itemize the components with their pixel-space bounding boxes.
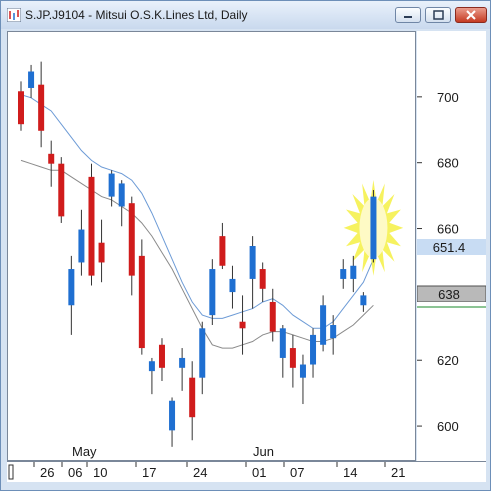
candle-body[interactable]	[118, 183, 125, 207]
candle-body[interactable]	[148, 361, 155, 372]
candle-body[interactable]	[209, 269, 216, 316]
x-tick-label: 17	[142, 465, 156, 480]
x-tick-label: 06	[68, 465, 82, 480]
price-axis-scale: 700680660640620600 651.4 638	[416, 90, 487, 434]
candle-body[interactable]	[38, 84, 45, 131]
candle-body[interactable]	[350, 265, 357, 279]
candle-body[interactable]	[28, 71, 35, 88]
candle-body[interactable]	[259, 269, 266, 289]
scroll-handle[interactable]	[8, 464, 14, 480]
minimize-icon	[404, 16, 412, 18]
candle-body[interactable]	[169, 400, 176, 431]
x-tick-label: 01	[252, 465, 266, 480]
last-price-label: 638	[438, 287, 460, 302]
candle-body[interactable]	[370, 196, 377, 260]
date-axis-scale: 26 06 10 17 24 01 07 14 21	[8, 462, 405, 480]
candle-body[interactable]	[249, 246, 256, 279]
candle-body[interactable]	[289, 348, 296, 368]
y-tick-label: 600	[437, 419, 459, 434]
candle-body[interactable]	[299, 364, 306, 378]
candle-body[interactable]	[18, 91, 24, 125]
x-tick-label: 21	[391, 465, 405, 480]
y-tick-label: 700	[437, 90, 459, 105]
candle-body[interactable]	[239, 321, 246, 329]
x-tick-label: 14	[343, 465, 357, 480]
fast-moving-average	[20, 94, 374, 329]
candle-body[interactable]	[138, 255, 145, 349]
candle-body[interactable]	[179, 357, 186, 368]
window-title: S.JP.J9104 - Mitsui O.S.K.Lines Ltd, Dai…	[25, 8, 248, 22]
candle-body[interactable]	[189, 377, 196, 418]
title-bar[interactable]: S.JP.J9104 - Mitsui O.S.K.Lines Ltd, Dai…	[1, 1, 490, 29]
candle-body[interactable]	[340, 269, 347, 279]
month-labels: May Jun	[72, 444, 274, 459]
candle-body[interactable]	[330, 325, 337, 339]
x-tick-label: 07	[290, 465, 304, 480]
candle-body[interactable]	[219, 236, 226, 266]
candle-body[interactable]	[229, 278, 236, 293]
maximize-icon	[433, 10, 444, 20]
minimize-button[interactable]	[395, 7, 421, 23]
x-tick-label: 26	[40, 465, 54, 480]
x-tick-label: 10	[93, 465, 107, 480]
candle-body[interactable]	[88, 176, 95, 276]
candle-body[interactable]	[279, 328, 286, 358]
month-label-may: May	[72, 444, 97, 459]
x-tick-label: 24	[193, 465, 207, 480]
current-price-box	[417, 239, 486, 255]
candlestick-chart	[18, 61, 404, 447]
candle-body[interactable]	[48, 153, 55, 164]
current-price-label: 651.4	[433, 240, 466, 255]
candle-body[interactable]	[320, 305, 327, 345]
candle-body[interactable]	[128, 203, 135, 276]
chart-plot-area[interactable]	[7, 31, 416, 461]
candle-body[interactable]	[78, 229, 85, 263]
y-tick-label: 660	[437, 222, 459, 237]
candle-body[interactable]	[98, 242, 105, 263]
month-label-jun: Jun	[253, 444, 274, 459]
maximize-button[interactable]	[425, 7, 451, 23]
candle-body[interactable]	[199, 328, 206, 378]
candle-body[interactable]	[58, 163, 65, 217]
candle-body[interactable]	[108, 173, 115, 197]
candle-body[interactable]	[310, 334, 317, 365]
candle-body[interactable]	[158, 344, 165, 368]
candle-body[interactable]	[360, 295, 367, 306]
chart-app-icon	[6, 7, 22, 23]
candle-body[interactable]	[269, 301, 276, 332]
y-tick-label: 620	[437, 353, 459, 368]
y-tick-label: 680	[437, 156, 459, 171]
close-button[interactable]	[455, 7, 487, 23]
price-axis[interactable]: 700680660640620600 651.4 638	[416, 31, 487, 461]
candle-body[interactable]	[68, 269, 75, 306]
date-axis[interactable]: 26 06 10 17 24 01 07 14 21	[7, 461, 486, 482]
close-icon	[466, 10, 476, 20]
